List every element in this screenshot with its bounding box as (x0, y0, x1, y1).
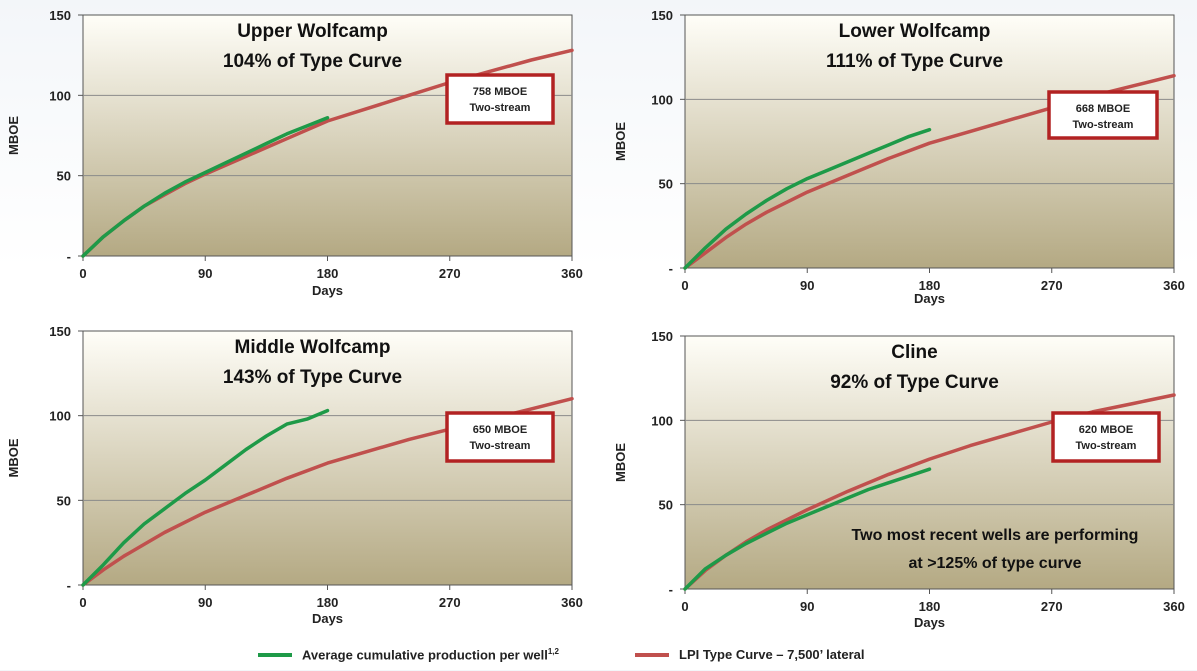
x-tick-label: 180 (317, 266, 339, 281)
x-axis-label: Days (312, 611, 343, 626)
x-tick-label: 360 (561, 266, 583, 281)
y-axis-label: MBOE (613, 122, 628, 161)
chart-title: Cline (891, 342, 937, 363)
chart-panel-4: - 50 100 150 0 90 180 270 360 Days MBOE Cline 92% of… (613, 329, 1185, 630)
x-axis-label: Days (914, 291, 945, 306)
callout-line1: 650 MBOE (473, 424, 527, 436)
x-tick-label: 0 (79, 595, 86, 610)
x-tick-label: 270 (439, 595, 461, 610)
callout-line1: 758 MBOE (473, 86, 527, 98)
plot-area (82, 14, 573, 257)
legend-swatch-type-curve (635, 652, 669, 657)
callout-box (1047, 90, 1159, 140)
x-tick-label: 360 (1163, 278, 1185, 293)
chart-annotation: at >125% of type curve (909, 555, 1082, 572)
y-axis-label: MBOE (6, 438, 21, 477)
x-tick-label: 0 (681, 278, 688, 293)
callout-box (1051, 411, 1161, 463)
y-tick-label: 150 (49, 8, 71, 23)
x-tick-label: 270 (439, 266, 461, 281)
x-axis-label: Days (914, 615, 945, 630)
x-tick-label: 180 (919, 278, 941, 293)
chart-panel-3: - 50 100 150 0 90 180 270 360 Days MBOE Middle Wolf… (6, 324, 583, 626)
series-line-actual (81, 408, 330, 587)
chart-panel-2: - 50 100 150 0 90 180 270 360 Days MBOE Lower Wolfc… (613, 8, 1185, 306)
y-tick-label: 100 (651, 92, 673, 107)
x-tick-label: 90 (800, 278, 814, 293)
x-tick-label: 270 (1041, 599, 1063, 614)
series-line-actual (683, 127, 932, 270)
x-tick-label: 0 (681, 599, 688, 614)
callout-line1: 620 MBOE (1079, 424, 1133, 436)
x-tick-label: 180 (317, 595, 339, 610)
callout-line1: 668 MBOE (1076, 103, 1130, 115)
y-tick-label: - (67, 578, 71, 593)
series-line-actual (81, 116, 330, 258)
series-line-actual (683, 467, 932, 591)
y-axis-label: MBOE (613, 443, 628, 482)
callout-line2: Two-stream (1073, 119, 1134, 131)
chart-title: Upper Wolfcamp (237, 21, 388, 42)
x-tick-label: 90 (800, 599, 814, 614)
y-tick-label: 50 (57, 169, 71, 184)
x-tick-label: 180 (919, 599, 941, 614)
y-tick-label: 150 (651, 329, 673, 344)
y-tick-label: 100 (651, 413, 673, 428)
y-axis-label: MBOE (6, 116, 21, 155)
chart-subtitle: 92% of Type Curve (830, 372, 999, 393)
legend-label-actual: Average cumulative production per well1,… (302, 647, 559, 663)
x-tick-label: 90 (198, 595, 212, 610)
chart-subtitle: 111% of Type Curve (826, 51, 1003, 72)
legend-swatch-actual (258, 652, 292, 657)
callout-line2: Two-stream (1076, 440, 1137, 452)
chart-subtitle: 143% of Type Curve (223, 367, 402, 388)
y-tick-label: 50 (659, 498, 673, 513)
legend-superscript: 1,2 (547, 647, 559, 656)
charts-canvas: - 50 100 150 0 90 180 270 360 Days MBOE Upper Wolfc… (6, 8, 1185, 630)
chart-annotation: Two most recent wells are performing (852, 527, 1139, 544)
y-tick-label: - (67, 249, 71, 264)
x-tick-label: 360 (1163, 599, 1185, 614)
x-tick-label: 270 (1041, 278, 1063, 293)
y-tick-label: 100 (49, 88, 71, 103)
legend-item-actual: Average cumulative production per well1,… (258, 647, 559, 662)
x-tick-label: 360 (561, 595, 583, 610)
y-tick-label: - (669, 582, 673, 597)
callout-line2: Two-stream (470, 102, 531, 114)
y-tick-label: - (669, 261, 673, 276)
y-tick-label: 50 (57, 493, 71, 508)
chart-title: Middle Wolfcamp (235, 337, 391, 358)
y-tick-label: 150 (651, 8, 673, 23)
chart-subtitle: 104% of Type Curve (223, 51, 402, 72)
legend: Average cumulative production per well1,… (0, 641, 1197, 671)
chart-panel-1: - 50 100 150 0 90 180 270 360 Days MBOE Upper Wolfc… (6, 8, 583, 298)
x-tick-label: 0 (79, 266, 86, 281)
callout-line2: Two-stream (470, 440, 531, 452)
y-tick-label: 100 (49, 409, 71, 424)
legend-item-type-curve: LPI Type Curve – 7,500’ lateral (635, 647, 864, 662)
legend-label-type-curve: LPI Type Curve – 7,500’ lateral (679, 647, 865, 662)
x-axis-label: Days (312, 283, 343, 298)
callout-box (445, 73, 555, 125)
chart-title: Lower Wolfcamp (839, 21, 991, 42)
callout-box (445, 411, 555, 463)
y-tick-label: 150 (49, 324, 71, 339)
y-tick-label: 50 (659, 177, 673, 192)
x-tick-label: 90 (198, 266, 212, 281)
